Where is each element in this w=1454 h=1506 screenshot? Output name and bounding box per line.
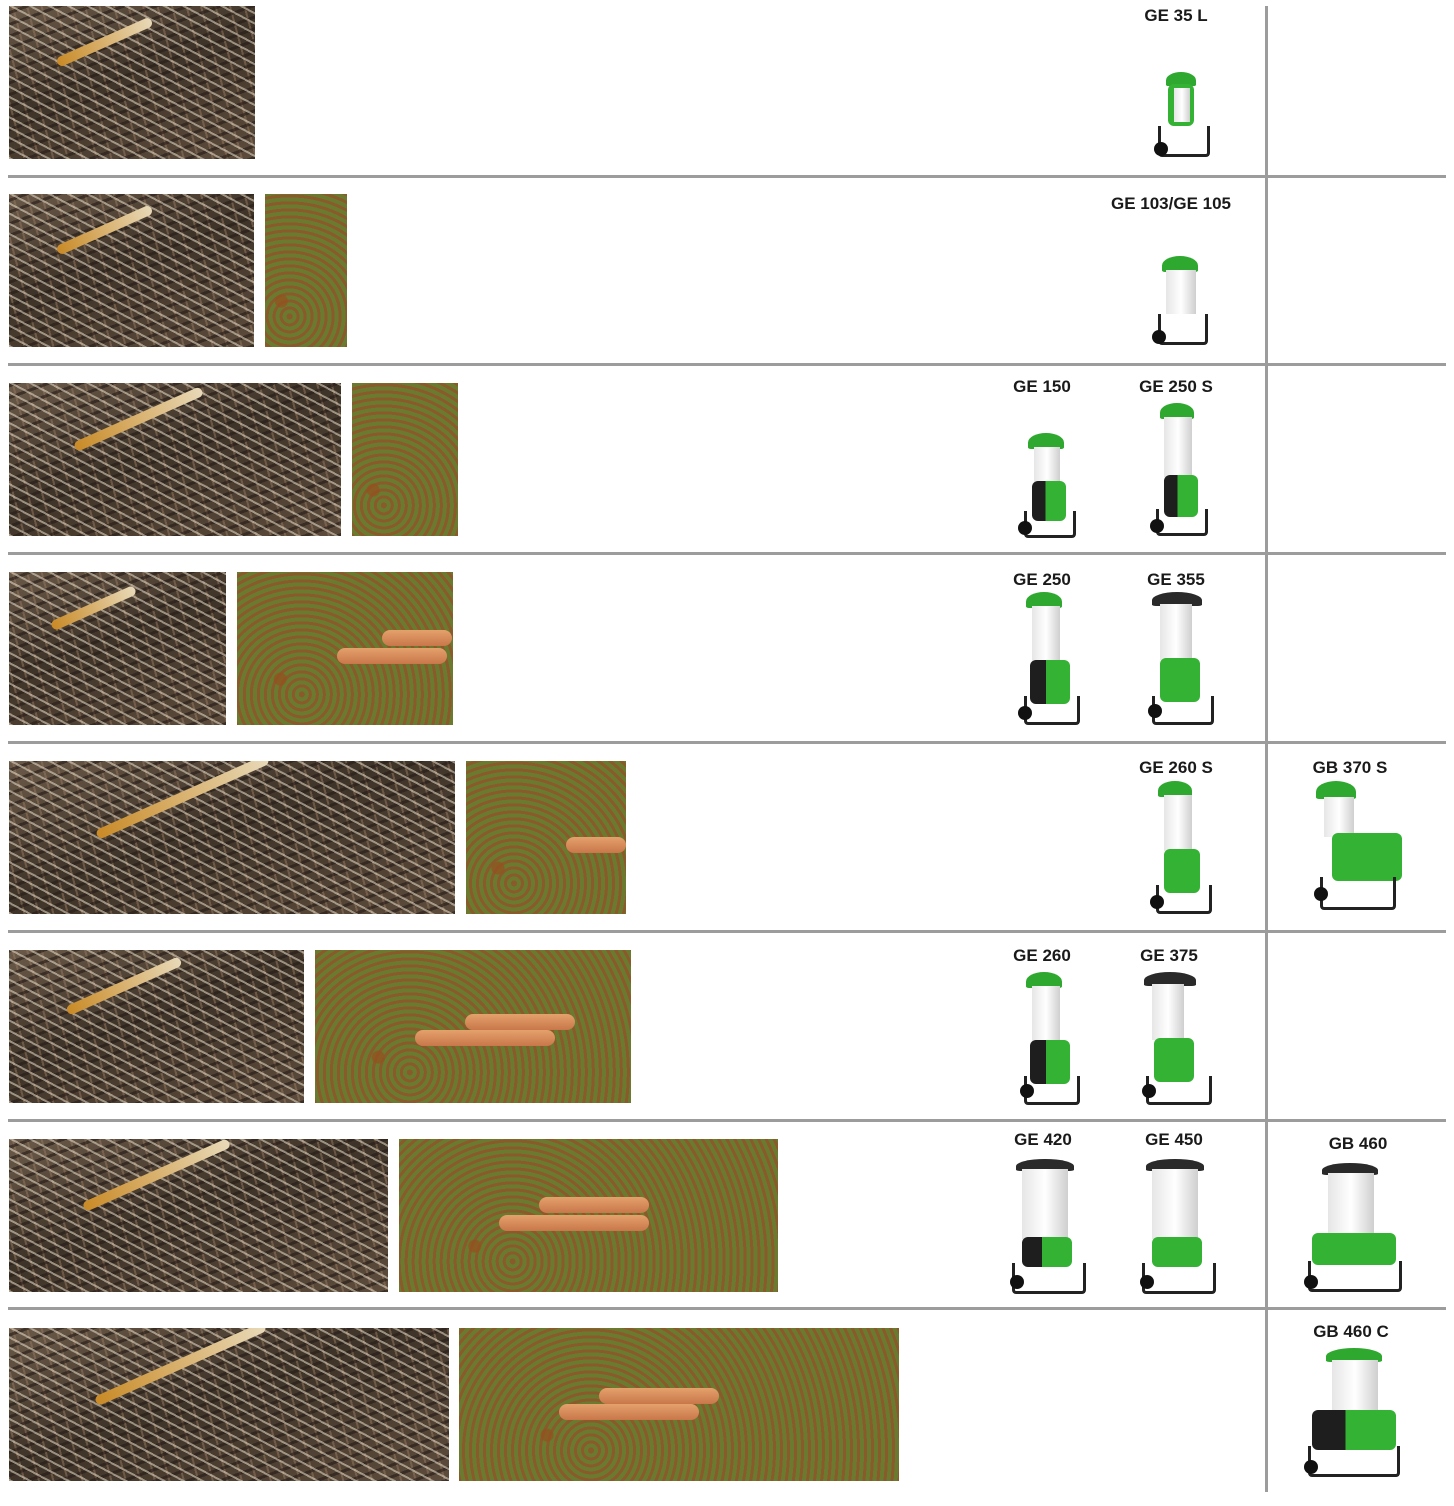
comparison-row-8: GB 460 C	[0, 1322, 1454, 1506]
model-label: GE 260 S	[1139, 758, 1213, 777]
comparison-row-7: GE 420 GE 450 GB 460	[0, 1130, 1454, 1317]
shredder-image	[1300, 1348, 1404, 1488]
row-separator	[8, 741, 1446, 744]
row-separator	[8, 552, 1446, 555]
shredder-image	[1150, 256, 1210, 352]
compost-photo	[352, 383, 458, 536]
comparison-row-3: GE 150 GE 250 S	[0, 377, 1454, 561]
shredder-image	[1140, 972, 1218, 1106]
branch-photo	[9, 194, 254, 347]
model-label: GE 103/GE 105	[1110, 194, 1232, 213]
comparison-row-1: GE 35 L	[0, 6, 1454, 184]
model-label: GE 375	[1140, 946, 1198, 965]
row-separator	[8, 1119, 1446, 1122]
comparison-row-4: GE 250 GE 355	[0, 570, 1454, 750]
model-label: GE 420	[1014, 1130, 1072, 1149]
branch-photo	[9, 1328, 449, 1481]
compost-photo	[237, 572, 453, 725]
comparison-row-5: GE 260 S GB 370 S	[0, 758, 1454, 939]
model-label: GE 250 S	[1139, 377, 1213, 396]
compost-photo	[466, 761, 626, 914]
shredder-image	[1018, 433, 1078, 538]
shredder-image	[1308, 781, 1412, 919]
shredder-image	[1018, 972, 1082, 1106]
compost-photo	[399, 1139, 778, 1292]
model-label: GE 35 L	[1144, 6, 1208, 25]
model-label: GB 460 C	[1313, 1322, 1389, 1341]
row-separator	[8, 930, 1446, 933]
comparison-row-6: GE 260 GE 375	[0, 946, 1454, 1128]
shredder-image	[1138, 1159, 1218, 1299]
shredder-image	[1150, 403, 1210, 538]
shredder-image	[1150, 781, 1216, 915]
shredder-image	[1152, 72, 1212, 162]
shredder-image	[1018, 592, 1082, 726]
row-separator	[8, 1307, 1446, 1310]
branch-photo	[9, 1139, 388, 1292]
compost-photo	[459, 1328, 899, 1481]
row-separator	[8, 363, 1446, 366]
branch-photo	[9, 950, 304, 1103]
branch-photo	[9, 6, 255, 159]
model-label: GE 260	[1013, 946, 1071, 965]
row-separator	[8, 175, 1446, 178]
comparison-row-2: GE 103/GE 105	[0, 194, 1454, 372]
shredder-image	[1302, 1163, 1406, 1299]
model-label: GE 355	[1147, 570, 1205, 589]
compost-photo	[315, 950, 631, 1103]
model-label: GE 150	[1013, 377, 1071, 396]
model-label: GE 250	[1013, 570, 1071, 589]
model-label: GE 450	[1145, 1130, 1203, 1149]
compost-photo	[265, 194, 347, 347]
branch-photo	[9, 761, 455, 914]
shredder-image	[1148, 592, 1218, 726]
model-label: GB 370 S	[1312, 758, 1388, 777]
branch-photo	[9, 572, 226, 725]
shredder-image	[1008, 1159, 1086, 1299]
vertical-divider	[1265, 6, 1268, 1492]
branch-photo	[9, 383, 341, 536]
model-label: GB 460	[1328, 1134, 1388, 1153]
